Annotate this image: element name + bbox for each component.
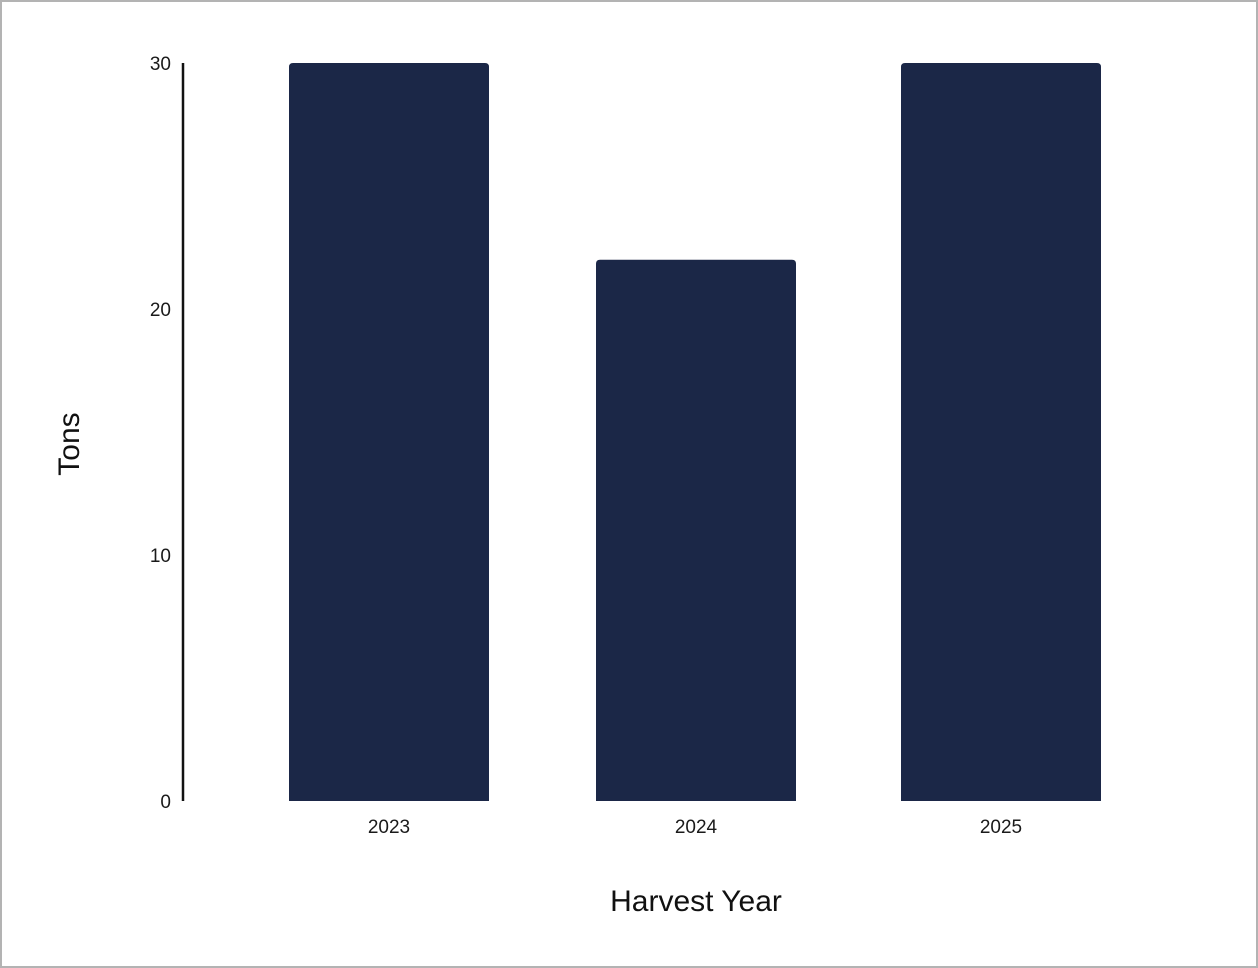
x-tick-label: 2024 — [675, 817, 718, 838]
x-axis-title: Harvest Year — [610, 885, 782, 918]
x-tick-label: 2025 — [980, 817, 1022, 838]
x-axis-ticks: 2023 2024 2025 — [368, 817, 1022, 838]
y-axis-ticks: 0 10 20 30 — [150, 54, 171, 813]
y-tick-label: 10 — [150, 546, 171, 567]
bar-2024 — [596, 259, 796, 801]
bar-2023 — [289, 63, 489, 801]
x-tick-label: 2023 — [368, 817, 410, 838]
y-tick-label: 20 — [150, 300, 171, 321]
bars — [289, 63, 1101, 801]
y-tick-label: 0 — [160, 792, 171, 813]
bar-2025 — [901, 63, 1101, 801]
y-axis-title: Tons — [53, 412, 86, 475]
y-tick-label: 30 — [150, 54, 171, 75]
